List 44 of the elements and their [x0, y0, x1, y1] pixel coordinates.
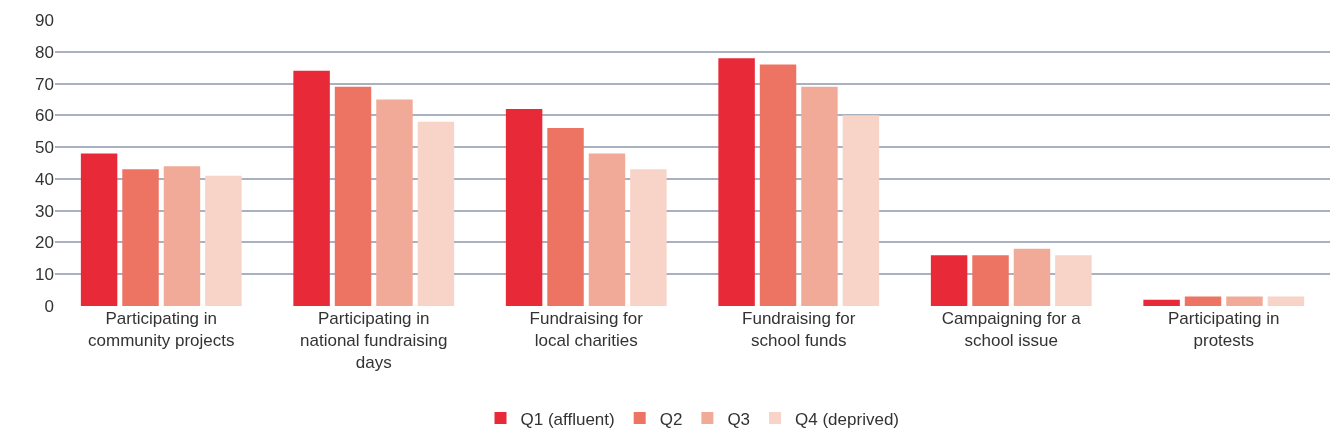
x-tick-label: Fundraising for local charities	[529, 309, 644, 351]
bar	[1055, 255, 1092, 306]
x-tick-label: Participating in community projects	[88, 309, 235, 351]
y-tick-label: 70	[35, 74, 54, 94]
bar	[630, 169, 667, 306]
y-tick-label: 10	[35, 265, 54, 285]
bar	[1267, 296, 1305, 306]
bar	[1013, 248, 1051, 306]
y-tick-label: 0	[44, 296, 54, 316]
x-tick-label: Participating in national fundraising days	[300, 309, 448, 373]
y-tick-label: 60	[35, 106, 54, 126]
bar	[547, 128, 584, 306]
x-tick-label: Fundraising for school funds	[742, 309, 856, 351]
bar	[1184, 296, 1222, 306]
bar	[417, 121, 455, 306]
bar	[759, 64, 797, 306]
y-tick-label: 80	[35, 42, 54, 62]
bar	[80, 153, 118, 306]
y-tick-label: 50	[35, 138, 54, 158]
y-tick-label: 20	[35, 233, 54, 253]
legend-label: Q4 (deprived)	[795, 409, 899, 429]
bar	[376, 99, 413, 306]
y-tick-label: 40	[35, 169, 54, 189]
bar	[122, 169, 159, 306]
bar	[930, 255, 968, 306]
legend-label: Q1 (affluent)	[520, 409, 615, 429]
bar	[163, 166, 201, 306]
bar	[1143, 299, 1180, 306]
bar	[718, 58, 755, 306]
x-tick-label: Campaigning for a school issue	[941, 309, 1082, 351]
legend-label: Q3	[727, 409, 751, 429]
bar	[1226, 296, 1263, 306]
bar	[588, 153, 626, 306]
y-tick-label: 90	[35, 10, 54, 30]
bar	[801, 86, 838, 306]
y-tick-label: 30	[35, 201, 54, 221]
legend-label: Q2	[659, 409, 683, 429]
bar	[505, 108, 543, 306]
bar	[334, 86, 372, 306]
bar	[842, 115, 880, 306]
bar	[972, 255, 1009, 306]
x-tick-label: Participating in protests	[1167, 309, 1280, 351]
bar	[205, 175, 242, 306]
bar	[293, 70, 330, 306]
